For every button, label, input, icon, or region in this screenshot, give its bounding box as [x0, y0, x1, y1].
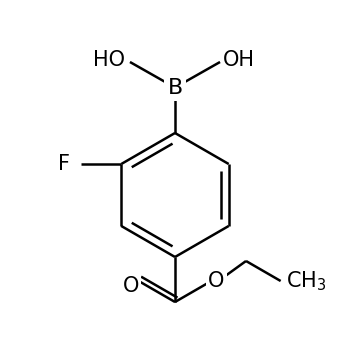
Text: O: O — [208, 271, 224, 291]
Text: HO: HO — [93, 50, 125, 70]
Text: F: F — [58, 154, 70, 174]
Text: CH$_3$: CH$_3$ — [286, 269, 326, 293]
Text: B: B — [167, 78, 183, 98]
Text: OH: OH — [223, 50, 255, 70]
Text: O: O — [122, 276, 139, 296]
